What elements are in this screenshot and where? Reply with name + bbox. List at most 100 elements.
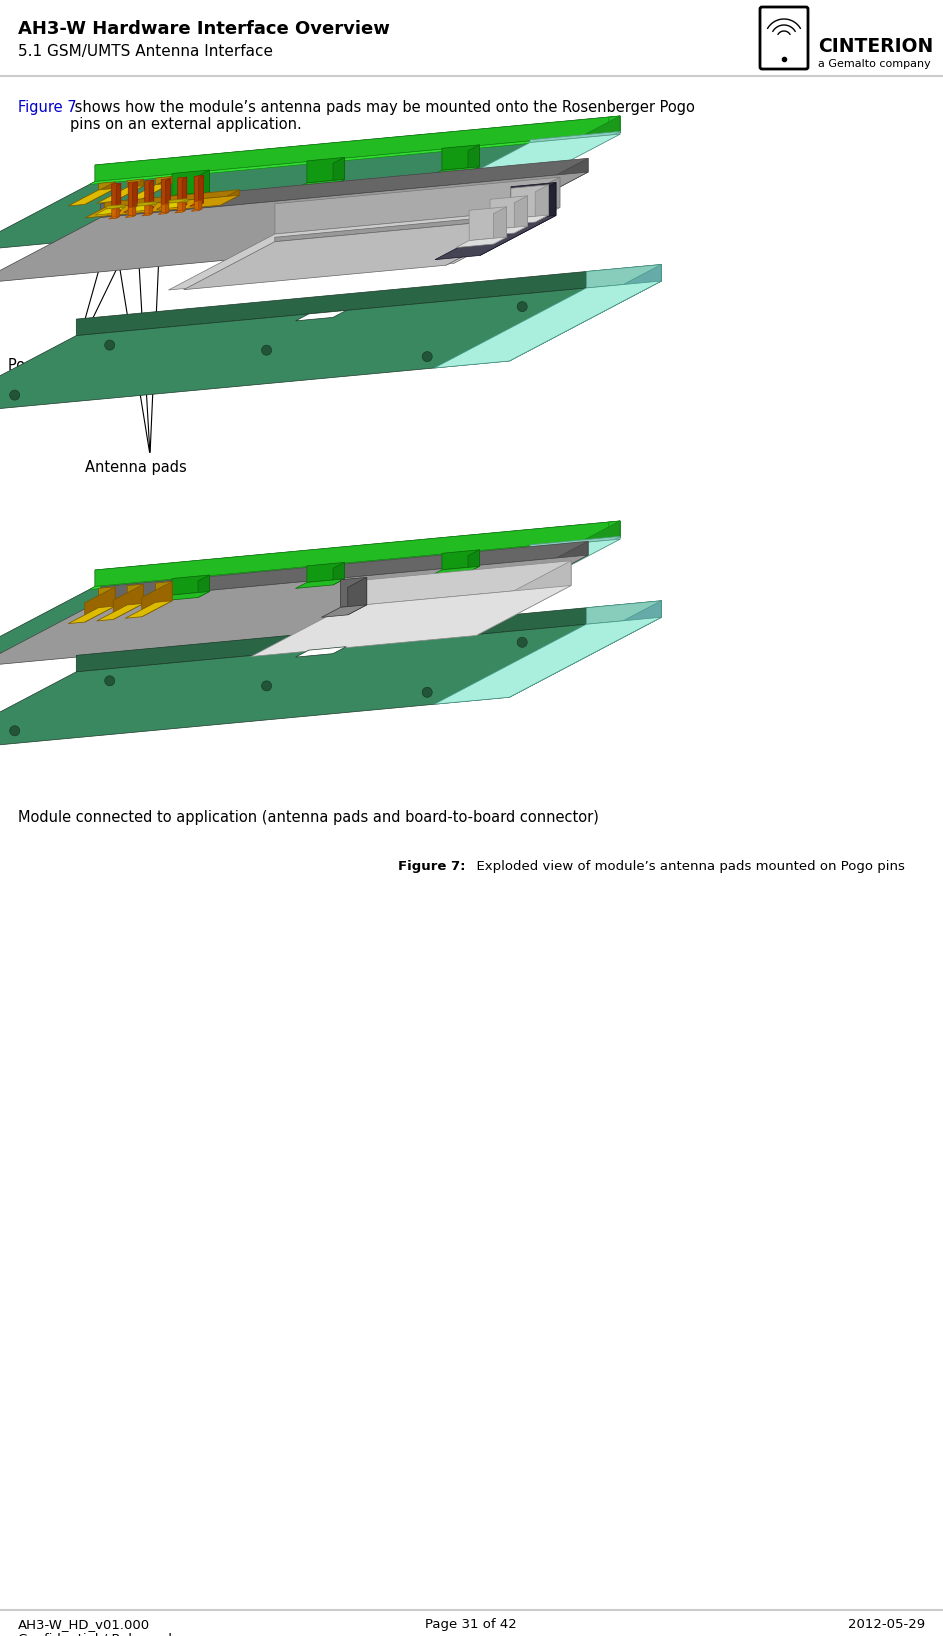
Polygon shape: [274, 213, 538, 242]
Polygon shape: [431, 566, 479, 576]
Polygon shape: [161, 178, 171, 206]
Polygon shape: [306, 157, 344, 183]
Polygon shape: [0, 617, 661, 753]
Polygon shape: [113, 180, 143, 201]
Polygon shape: [431, 167, 479, 177]
Polygon shape: [126, 204, 157, 213]
Polygon shape: [435, 617, 661, 703]
Polygon shape: [94, 208, 124, 214]
Text: Module connected to application (antenna pads and board-to-board connector): Module connected to application (antenna…: [18, 810, 599, 825]
Text: 5.1 GSM/UMTS Antenna Interface: 5.1 GSM/UMTS Antenna Interface: [18, 44, 273, 59]
Polygon shape: [275, 177, 560, 234]
Polygon shape: [177, 203, 185, 211]
Text: Antenna pads: Antenna pads: [85, 460, 187, 474]
Polygon shape: [0, 133, 620, 252]
Polygon shape: [487, 116, 620, 203]
Polygon shape: [442, 550, 479, 569]
Text: CINTERION: CINTERION: [818, 38, 934, 56]
Polygon shape: [95, 116, 620, 182]
Polygon shape: [172, 170, 209, 195]
Polygon shape: [487, 520, 620, 607]
Circle shape: [517, 638, 527, 648]
Polygon shape: [133, 206, 136, 216]
Polygon shape: [490, 196, 527, 229]
Polygon shape: [85, 182, 115, 204]
Polygon shape: [95, 116, 620, 182]
Polygon shape: [535, 185, 549, 222]
Polygon shape: [295, 180, 344, 188]
Polygon shape: [468, 550, 479, 573]
Polygon shape: [149, 180, 154, 209]
Polygon shape: [95, 520, 620, 586]
Polygon shape: [90, 538, 620, 589]
Polygon shape: [169, 208, 560, 290]
Text: 2012-05-29: 2012-05-29: [848, 1618, 925, 1631]
Polygon shape: [509, 265, 661, 362]
Polygon shape: [176, 198, 188, 208]
Polygon shape: [76, 600, 661, 672]
Polygon shape: [107, 204, 124, 209]
Circle shape: [9, 389, 20, 401]
Polygon shape: [160, 191, 209, 201]
Polygon shape: [125, 216, 136, 218]
Polygon shape: [166, 178, 171, 208]
Polygon shape: [97, 604, 143, 622]
Polygon shape: [144, 206, 152, 214]
Polygon shape: [108, 216, 119, 219]
Polygon shape: [124, 209, 138, 213]
Polygon shape: [0, 555, 588, 666]
Polygon shape: [141, 177, 173, 200]
Polygon shape: [397, 134, 620, 213]
Polygon shape: [158, 213, 169, 214]
Polygon shape: [587, 600, 661, 625]
Polygon shape: [493, 206, 506, 244]
Circle shape: [517, 301, 527, 311]
Text: Figure 7: Figure 7: [18, 100, 76, 115]
Polygon shape: [221, 190, 240, 204]
Polygon shape: [101, 542, 588, 600]
Polygon shape: [509, 265, 661, 362]
Polygon shape: [251, 586, 571, 656]
Polygon shape: [99, 182, 115, 190]
Polygon shape: [68, 188, 115, 206]
Polygon shape: [157, 201, 188, 209]
Polygon shape: [295, 311, 346, 321]
Polygon shape: [476, 561, 571, 635]
Polygon shape: [105, 190, 240, 208]
Polygon shape: [145, 201, 157, 211]
Polygon shape: [487, 116, 620, 203]
Polygon shape: [476, 538, 620, 609]
Polygon shape: [487, 520, 620, 607]
Polygon shape: [127, 584, 143, 605]
Polygon shape: [141, 214, 152, 216]
Polygon shape: [346, 561, 571, 607]
Polygon shape: [160, 592, 209, 600]
Polygon shape: [454, 177, 560, 263]
Polygon shape: [149, 206, 152, 216]
Polygon shape: [113, 584, 143, 620]
FancyBboxPatch shape: [760, 7, 808, 69]
Circle shape: [261, 345, 272, 355]
Text: Figure 7:: Figure 7:: [399, 861, 466, 874]
Polygon shape: [0, 281, 661, 416]
Polygon shape: [116, 208, 119, 218]
Polygon shape: [111, 208, 119, 218]
Polygon shape: [295, 579, 344, 589]
Polygon shape: [487, 537, 620, 609]
Polygon shape: [169, 198, 188, 203]
Circle shape: [261, 681, 272, 690]
Circle shape: [422, 687, 432, 697]
Polygon shape: [435, 281, 661, 368]
Polygon shape: [177, 177, 187, 206]
Polygon shape: [511, 185, 549, 219]
Polygon shape: [172, 574, 209, 596]
Polygon shape: [101, 159, 588, 218]
Text: AH3-W Hardware Interface Overview: AH3-W Hardware Interface Overview: [18, 20, 389, 38]
Polygon shape: [156, 177, 173, 185]
Polygon shape: [90, 133, 620, 185]
Polygon shape: [191, 209, 202, 211]
Polygon shape: [112, 183, 121, 211]
Polygon shape: [530, 537, 620, 548]
Polygon shape: [509, 600, 661, 697]
Polygon shape: [182, 177, 187, 206]
